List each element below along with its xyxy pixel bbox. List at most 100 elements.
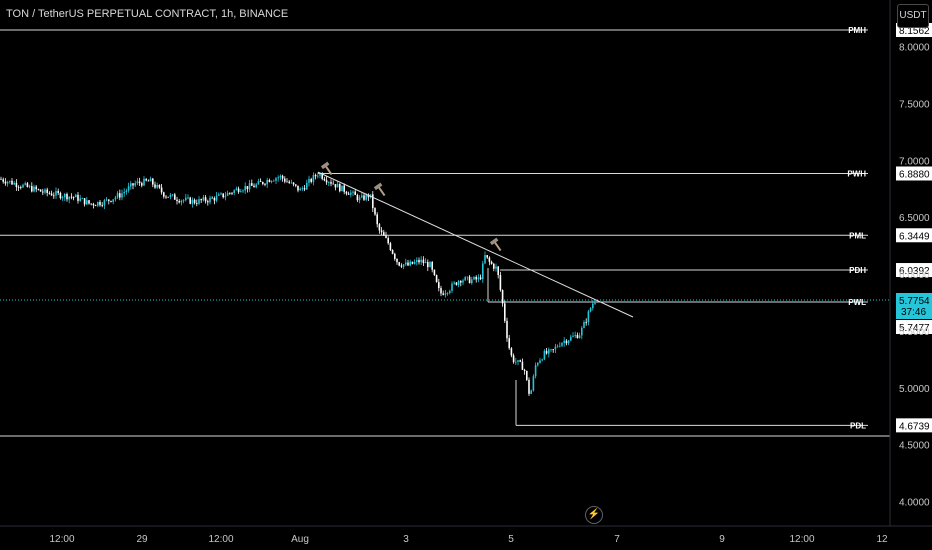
candle-body	[422, 259, 425, 264]
candle-body	[310, 178, 312, 182]
level-name-pwh: PWH	[847, 169, 866, 178]
candle-body	[559, 345, 561, 347]
candle-body	[22, 184, 24, 188]
candle-body	[312, 175, 315, 182]
level-value-label: 8.1562	[899, 26, 930, 37]
candle-body	[453, 282, 455, 284]
candle-body	[292, 182, 295, 185]
candle-body	[488, 257, 491, 262]
level-value-box	[896, 166, 932, 181]
candle-body	[442, 293, 444, 295]
x-tick-label: Aug	[291, 534, 309, 545]
candle-body	[0, 178, 2, 180]
candle-body	[367, 194, 370, 198]
y-tick-label: 5.5000	[899, 327, 930, 338]
candle-body	[585, 321, 587, 323]
level-name-pdl: PDL	[850, 421, 866, 430]
candle-body	[420, 259, 422, 263]
candle-body	[220, 193, 222, 195]
candle-body	[240, 191, 242, 193]
candle-body	[88, 200, 90, 204]
candle-body	[354, 191, 356, 196]
candle-body	[273, 180, 275, 182]
hammer-icon	[373, 182, 386, 197]
candle-body	[581, 327, 583, 336]
candle-body	[567, 340, 570, 344]
candle-body	[86, 200, 88, 205]
candle-body	[156, 184, 158, 188]
candle-body	[132, 183, 134, 186]
candle-body	[158, 184, 161, 188]
candle-body	[116, 193, 119, 198]
candle-body	[451, 283, 453, 291]
candle-body	[484, 255, 486, 264]
candle-body	[570, 336, 572, 341]
candle-body	[336, 183, 339, 188]
x-tick-label: 3	[403, 534, 409, 545]
hammer-handle	[494, 241, 502, 252]
candle-body	[541, 359, 543, 361]
level-name-pmh: PMH	[848, 26, 866, 35]
hammer-head	[320, 161, 330, 170]
candle-body	[178, 201, 180, 203]
candle-body	[39, 189, 42, 192]
candle-body	[48, 192, 51, 194]
candle-body	[523, 369, 526, 371]
candle-body	[515, 361, 517, 363]
candle-body	[466, 276, 469, 278]
candle-body	[209, 197, 211, 203]
y-tick-label: 8.0000	[899, 43, 930, 54]
candle-body	[244, 186, 246, 191]
candle-body	[110, 200, 112, 202]
candle-body	[462, 280, 464, 283]
level-value-box	[896, 263, 932, 278]
level-value-box	[896, 418, 932, 433]
candle-body	[512, 355, 515, 363]
candle-body	[427, 261, 429, 268]
candle-body	[222, 193, 224, 198]
candle-body	[72, 196, 75, 198]
candle-body	[15, 182, 18, 187]
candle-body	[187, 197, 189, 199]
candle-body	[402, 264, 405, 267]
candle-body	[328, 182, 330, 183]
candle-body	[42, 191, 44, 193]
candle-body	[92, 203, 95, 206]
candle-body	[253, 185, 255, 188]
hammer-head	[373, 182, 383, 191]
candle-body	[26, 183, 29, 187]
hammer-icon	[489, 237, 502, 252]
candle-body	[365, 194, 367, 200]
candle-body	[297, 185, 299, 191]
y-tick-label: 7.5000	[899, 99, 930, 110]
candle-body	[226, 192, 229, 196]
candle-body	[189, 197, 191, 204]
candle-body	[563, 340, 565, 343]
candle-body	[345, 191, 348, 194]
candle-body	[259, 181, 262, 182]
hammer-handle	[325, 165, 333, 176]
candle-body	[20, 187, 22, 188]
hammer-handle	[378, 186, 386, 197]
x-tick-label: 12:00	[789, 534, 814, 545]
candle-body	[413, 261, 416, 264]
candle-body	[387, 237, 389, 244]
candle-body	[237, 188, 240, 193]
candle-body	[154, 184, 156, 188]
candle-body	[495, 266, 497, 269]
currency-button[interactable]: USDT	[897, 4, 929, 28]
candle-body	[28, 186, 31, 187]
candle-body	[418, 260, 420, 263]
candle-body	[233, 190, 235, 193]
lightning-icon[interactable]: ⚡	[585, 506, 603, 524]
candle-body	[66, 193, 68, 200]
candle-body	[550, 349, 552, 351]
candle-body	[517, 360, 519, 362]
candle-body	[468, 276, 471, 284]
candle-body	[103, 200, 106, 206]
candle-body	[224, 195, 227, 198]
candle-body	[31, 186, 33, 192]
candle-body	[343, 185, 345, 192]
